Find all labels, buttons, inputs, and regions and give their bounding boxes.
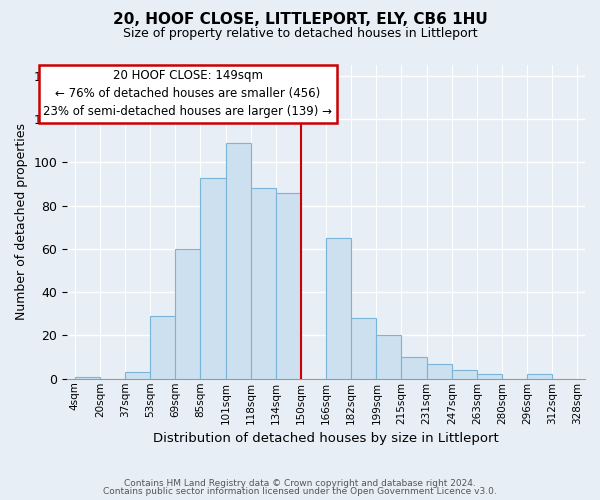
Bar	[452, 370, 477, 379]
X-axis label: Distribution of detached houses by size in Littleport: Distribution of detached houses by size …	[153, 432, 499, 445]
Bar	[477, 374, 502, 379]
Text: 20, HOOF CLOSE, LITTLEPORT, ELY, CB6 1HU: 20, HOOF CLOSE, LITTLEPORT, ELY, CB6 1HU	[113, 12, 487, 28]
Bar	[376, 336, 401, 379]
Bar	[527, 374, 553, 379]
Text: Contains public sector information licensed under the Open Government Licence v3: Contains public sector information licen…	[103, 487, 497, 496]
Text: Contains HM Land Registry data © Crown copyright and database right 2024.: Contains HM Land Registry data © Crown c…	[124, 478, 476, 488]
Bar	[74, 376, 100, 379]
Bar	[251, 188, 276, 379]
Bar	[125, 372, 150, 379]
Text: Size of property relative to detached houses in Littleport: Size of property relative to detached ho…	[122, 28, 478, 40]
Bar	[276, 192, 301, 379]
Y-axis label: Number of detached properties: Number of detached properties	[15, 124, 28, 320]
Bar	[351, 318, 376, 379]
Bar	[200, 178, 226, 379]
Bar	[226, 143, 251, 379]
Bar	[150, 316, 175, 379]
Bar	[326, 238, 351, 379]
Bar	[175, 249, 200, 379]
Text: 20 HOOF CLOSE: 149sqm
← 76% of detached houses are smaller (456)
23% of semi-det: 20 HOOF CLOSE: 149sqm ← 76% of detached …	[43, 70, 332, 118]
Bar	[401, 357, 427, 379]
Bar	[427, 364, 452, 379]
